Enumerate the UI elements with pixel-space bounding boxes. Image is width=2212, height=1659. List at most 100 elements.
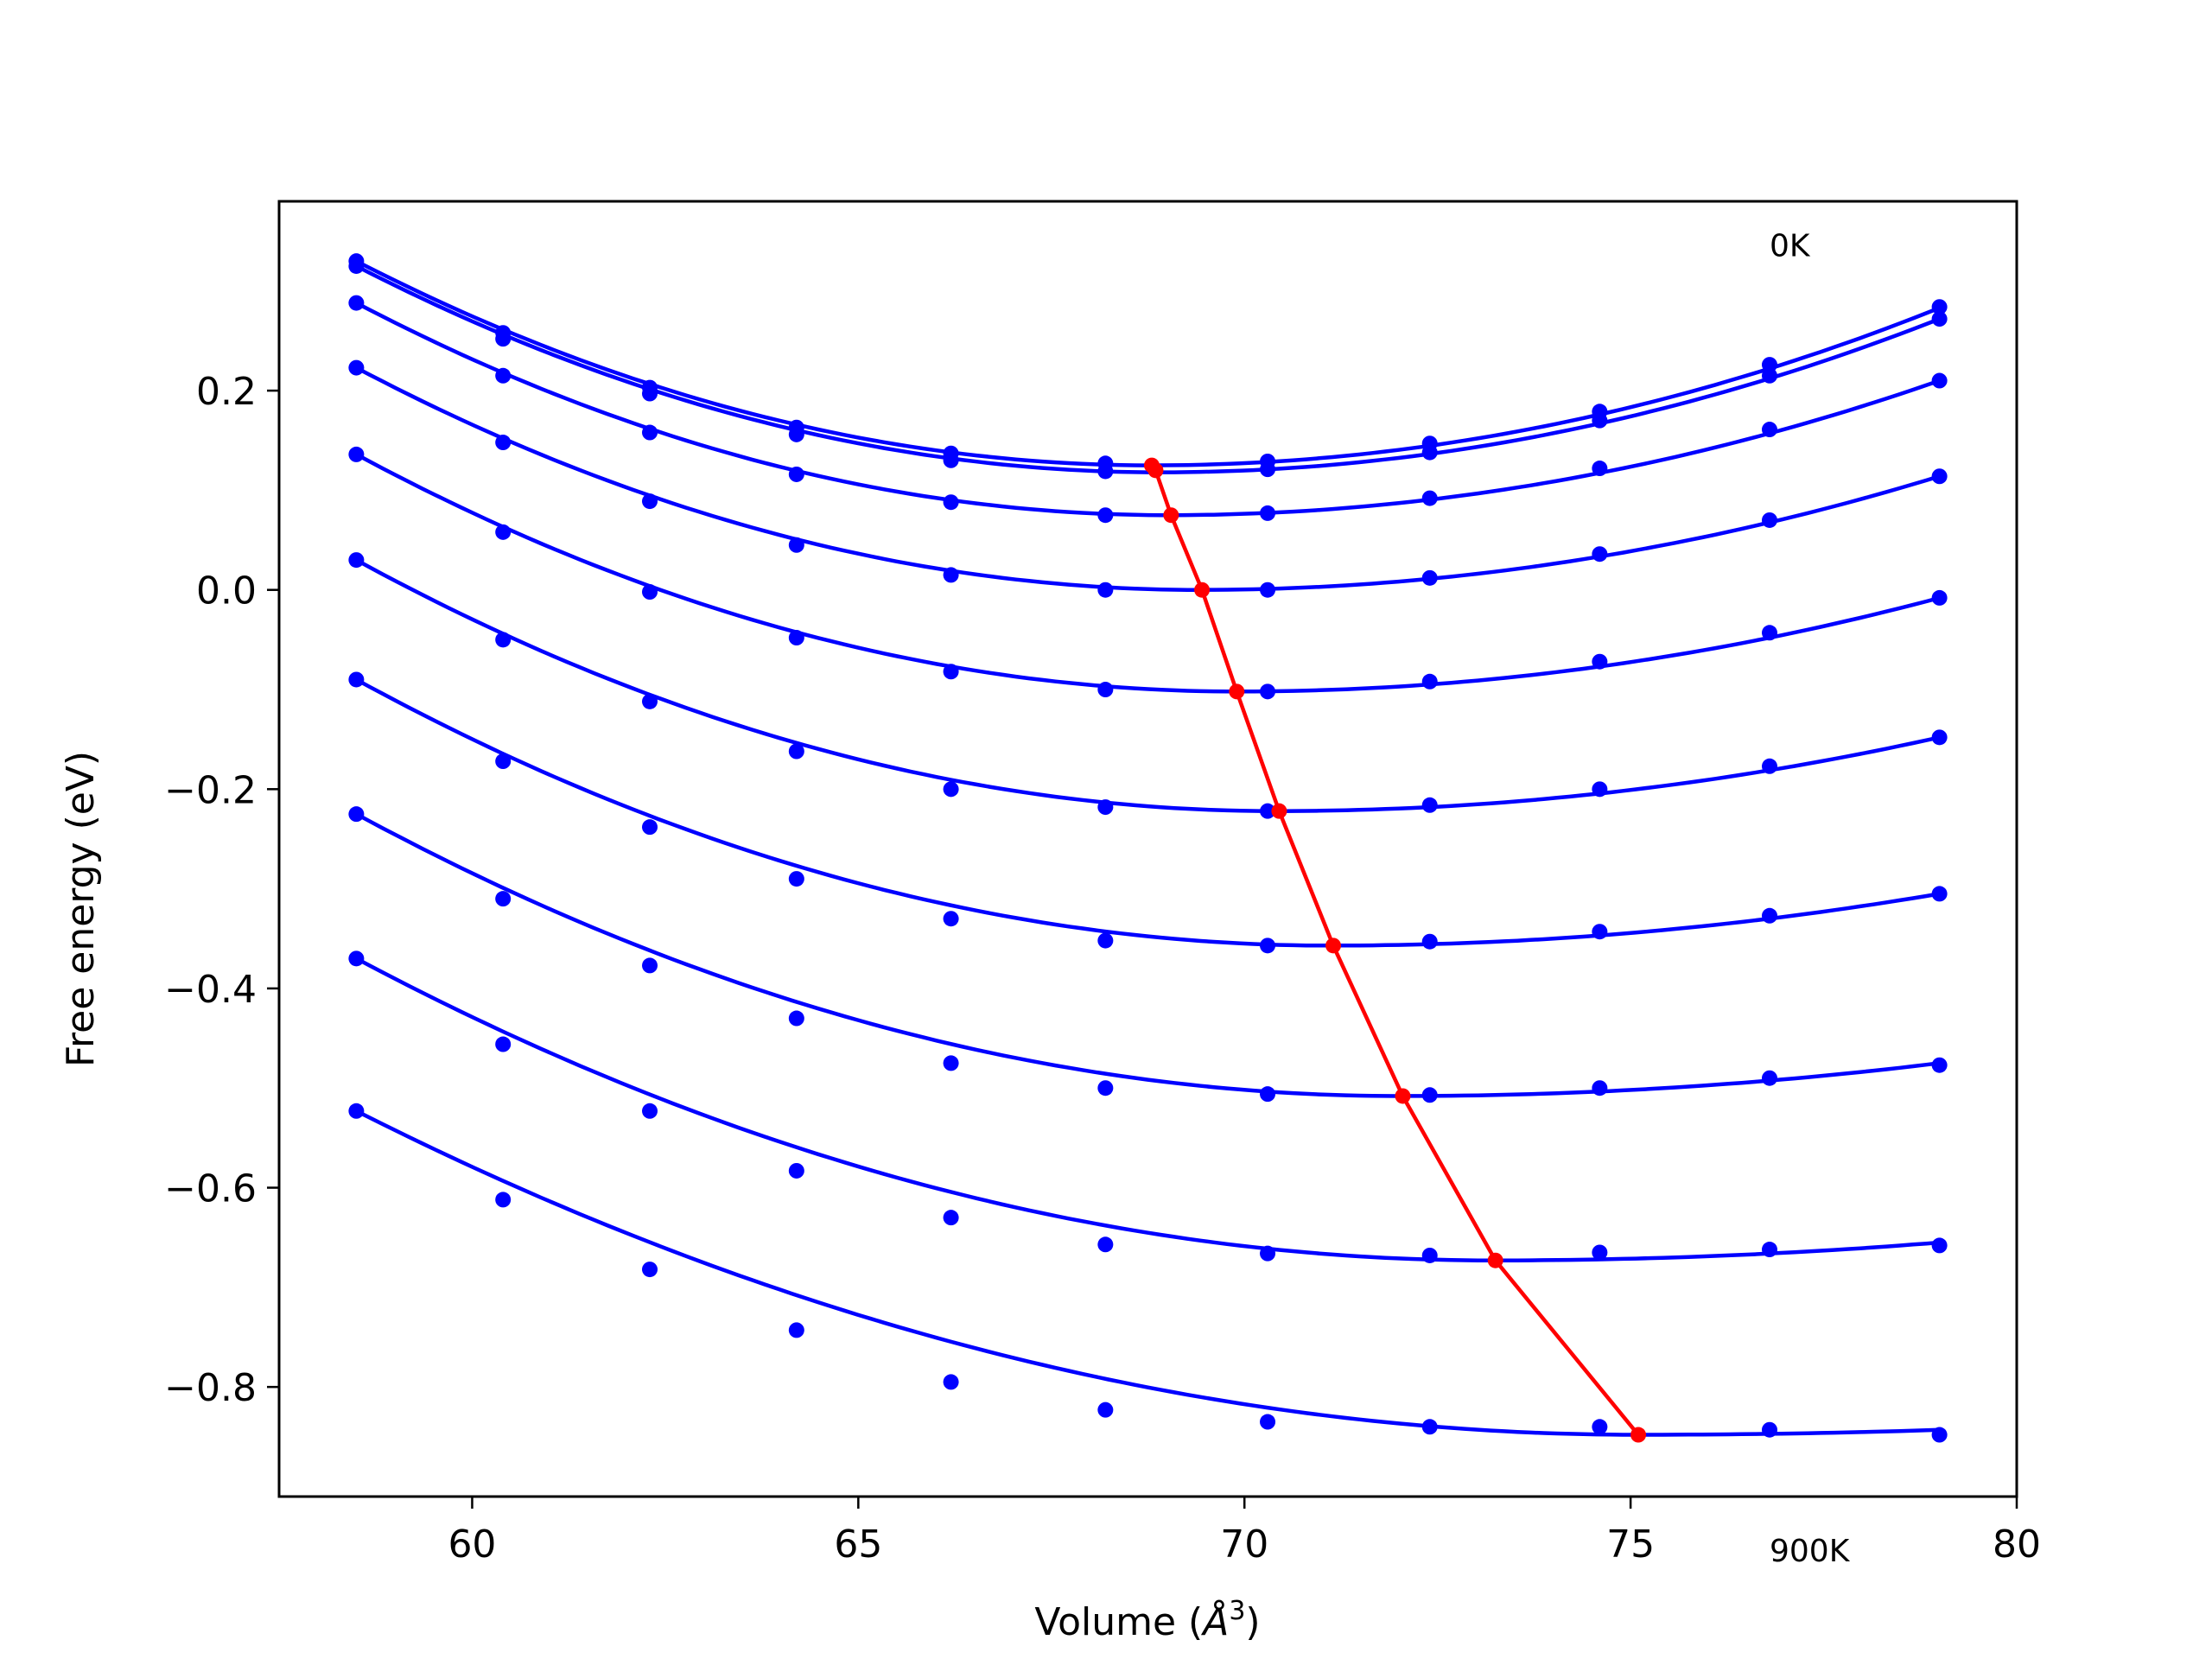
fit-curve-1: [355, 259, 1941, 467]
data-point: [1761, 625, 1777, 641]
data-point: [495, 367, 512, 384]
data-point: [1097, 507, 1114, 524]
x-axis-ticks: 60 65 70 75 80: [448, 1497, 2041, 1567]
data-point: [348, 295, 365, 311]
data-point: [1931, 468, 1948, 485]
x-tick-label: 70: [1220, 1522, 1268, 1567]
fit-curve-4: [355, 365, 1941, 592]
data-point: [1592, 924, 1608, 940]
data-point: [1097, 682, 1114, 698]
fit-curve-2: [355, 264, 1941, 474]
data-point: [1931, 1057, 1948, 1073]
data-point: [1260, 505, 1276, 521]
y-tick-label: −0.2: [164, 768, 257, 812]
data-point: [943, 911, 959, 927]
data-point: [943, 664, 959, 680]
data-point: [1421, 1419, 1438, 1435]
data-point: [1931, 729, 1948, 746]
fit-curve-3: [355, 301, 1941, 518]
data-point: [1421, 933, 1438, 950]
y-tick-label: −0.6: [164, 1167, 257, 1211]
data-point: [1592, 1080, 1608, 1096]
data-point: [348, 257, 365, 274]
minimum-point: [1194, 582, 1211, 598]
data-point: [1097, 463, 1114, 480]
data-point: [348, 671, 365, 688]
fit-curve-10: [355, 1109, 1940, 1437]
data-point: [788, 630, 804, 646]
data-point: [1761, 758, 1777, 774]
x-axis-label: Volume (Å3): [1034, 1596, 1260, 1644]
data-point: [642, 957, 658, 974]
data-point: [943, 494, 959, 511]
data-point: [1260, 938, 1276, 954]
data-point: [788, 871, 804, 887]
data-point: [642, 1262, 658, 1278]
data-point: [1761, 907, 1777, 924]
y-tick-label: −0.4: [164, 968, 257, 1012]
data-point: [1097, 582, 1114, 598]
data-point: [1260, 803, 1276, 819]
x-tick-label: 60: [448, 1522, 496, 1567]
data-points: [348, 253, 1948, 1443]
data-point: [1421, 797, 1438, 813]
data-point: [788, 743, 804, 760]
fit-curve-8: [355, 812, 1940, 1098]
data-point: [943, 1374, 959, 1390]
data-point: [1761, 1421, 1777, 1438]
data-point: [1592, 546, 1608, 563]
data-point: [1097, 1236, 1114, 1253]
fit-curve-6: [355, 558, 1941, 813]
data-point: [1931, 589, 1948, 606]
data-point: [1260, 582, 1276, 598]
data-point: [788, 1010, 804, 1027]
data-point: [1592, 653, 1608, 670]
minimum-point: [1325, 938, 1342, 954]
data-point: [642, 819, 658, 836]
data-point: [495, 1192, 512, 1208]
data-point: [1421, 490, 1438, 506]
data-point: [1592, 1419, 1608, 1435]
data-point: [495, 1036, 512, 1052]
data-point: [1761, 512, 1777, 528]
fit-curve-9: [355, 957, 1940, 1262]
minima-line: [1150, 464, 1640, 1436]
data-point: [1592, 781, 1608, 798]
minimum-point: [1271, 803, 1287, 819]
data-point: [1421, 1247, 1438, 1263]
data-point: [788, 1162, 804, 1179]
minimum-point: [1395, 1088, 1411, 1104]
data-point: [495, 524, 512, 540]
data-point: [1761, 1070, 1777, 1086]
data-point: [943, 1210, 959, 1226]
minimum-point: [1147, 462, 1164, 479]
data-point: [1097, 799, 1114, 816]
fit-curves: [355, 259, 1941, 1437]
data-point: [788, 537, 804, 553]
annotations: 0K 900K: [1770, 228, 1851, 1569]
data-point: [1260, 1414, 1276, 1430]
plot-area: [277, 200, 2018, 1498]
y-axis-ticks: −0.8 −0.6 −0.4 −0.2 0.0 0.2: [164, 370, 279, 1410]
data-point: [1421, 444, 1438, 461]
data-point: [943, 567, 959, 583]
data-point: [348, 1103, 365, 1119]
data-point: [495, 331, 512, 347]
data-point: [1931, 311, 1948, 327]
axes-frame: [277, 200, 2018, 1498]
data-point: [1260, 1245, 1276, 1262]
minima-series: [1143, 457, 1647, 1443]
data-point: [642, 493, 658, 510]
data-point: [1421, 569, 1438, 586]
y-axis-label: Free energy (eV): [59, 751, 103, 1067]
data-point: [348, 552, 365, 569]
data-point: [348, 359, 365, 376]
x-tick-label: 65: [834, 1522, 882, 1567]
minimum-point: [1487, 1252, 1503, 1268]
y-tick-label: −0.8: [164, 1366, 257, 1410]
annotation-0k: 0K: [1770, 228, 1811, 264]
x-tick-label: 80: [1993, 1522, 2041, 1567]
data-point: [1931, 299, 1948, 315]
data-point: [1761, 357, 1777, 373]
